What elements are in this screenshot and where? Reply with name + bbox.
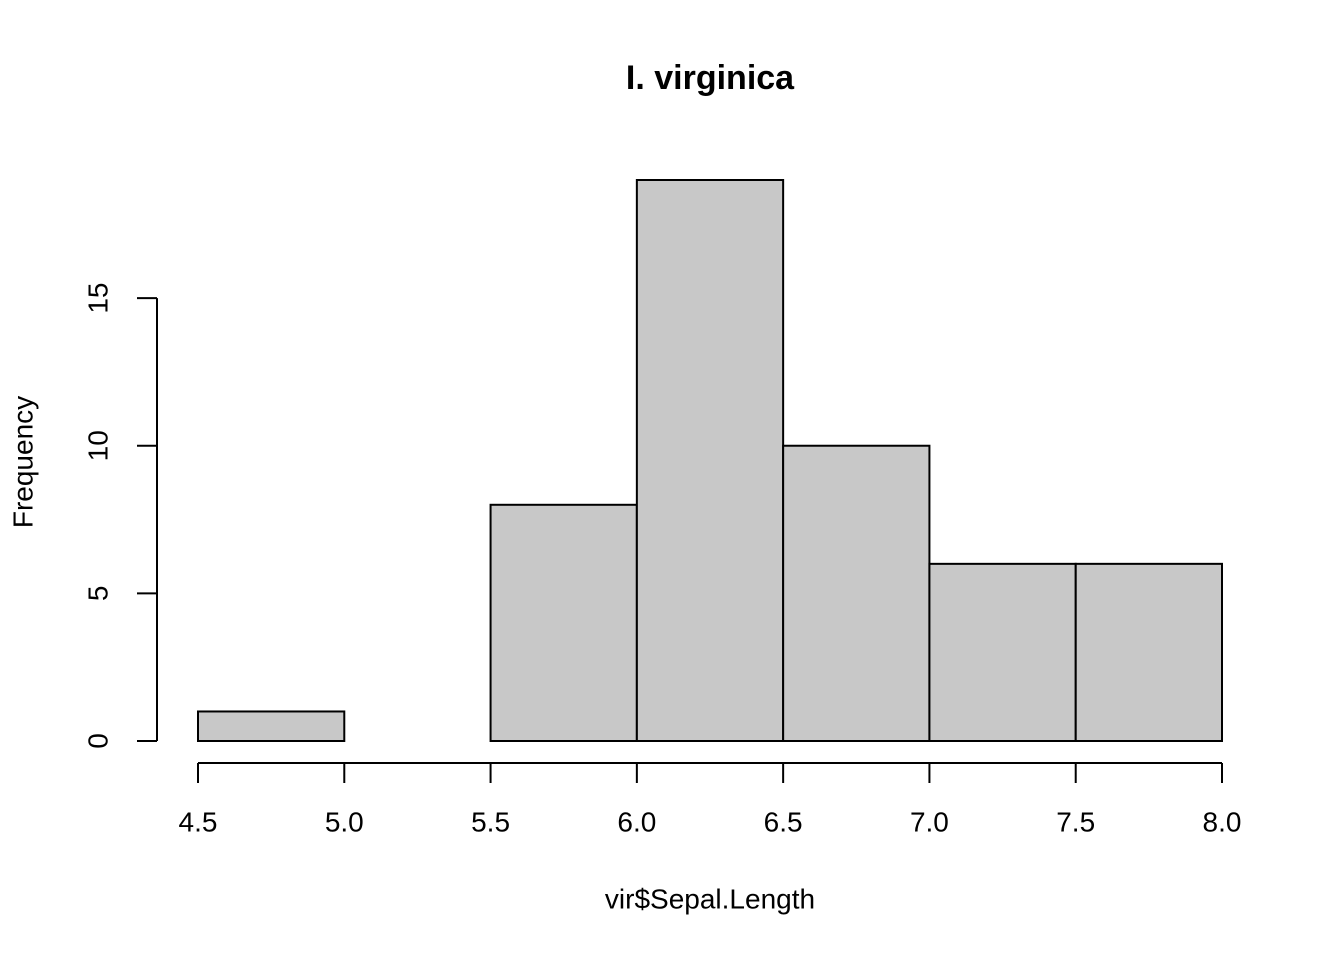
chart-title: I. virginica bbox=[626, 59, 795, 97]
x-tick-label: 6.5 bbox=[764, 806, 803, 837]
y-axis-label: Frequency bbox=[7, 396, 38, 528]
bar bbox=[197, 710, 346, 743]
x-tick-label: 6.0 bbox=[617, 806, 656, 837]
x-tick-label: 5.5 bbox=[471, 806, 510, 837]
x-tick-label: 7.5 bbox=[1056, 806, 1095, 837]
x-tick-label: 8.0 bbox=[1203, 806, 1242, 837]
y-tick-label: 15 bbox=[82, 283, 113, 314]
y-tick-label: 5 bbox=[82, 586, 113, 602]
bar bbox=[489, 503, 638, 742]
bar bbox=[928, 562, 1077, 742]
y-tick-label: 0 bbox=[82, 733, 113, 749]
x-tick-label: 5.0 bbox=[325, 806, 364, 837]
x-tick-label: 7.0 bbox=[910, 806, 949, 837]
x-axis-label: vir$Sepal.Length bbox=[605, 883, 815, 914]
bar bbox=[635, 179, 785, 742]
y-tick-label: 10 bbox=[82, 430, 113, 461]
bar bbox=[782, 444, 931, 742]
bar bbox=[1074, 562, 1223, 742]
x-tick-label: 4.5 bbox=[179, 806, 218, 837]
